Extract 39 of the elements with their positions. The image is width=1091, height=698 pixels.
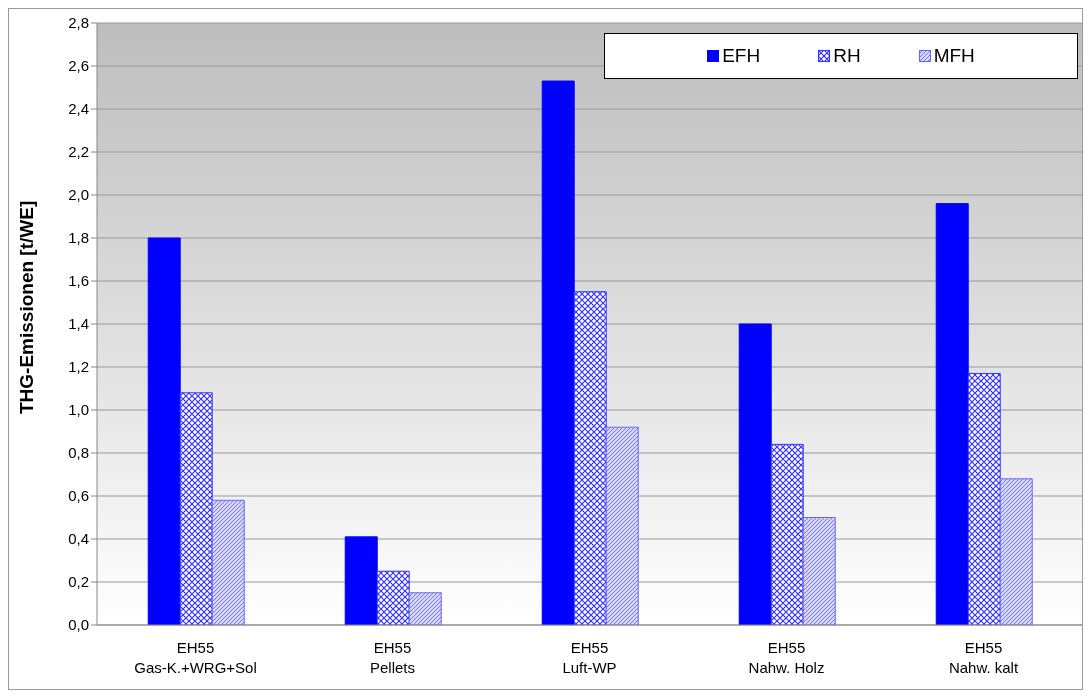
- legend-label: MFH: [932, 45, 975, 67]
- bar: [376, 570, 410, 625]
- bar: [999, 478, 1033, 625]
- bar: [738, 323, 772, 625]
- legend-label: RH: [832, 45, 861, 67]
- bar: [541, 80, 575, 625]
- bar: [605, 426, 639, 625]
- x-tick-label: EH55 Luft-WP: [562, 639, 617, 676]
- bar: [344, 536, 378, 625]
- x-tick-label: EH55 Nahw. kalt: [948, 639, 1019, 676]
- y-tick-label: 2,2: [68, 143, 89, 161]
- x-tick-label: EH55 Pellets: [369, 639, 416, 676]
- x-tick-label: EH55 Nahw. Holz: [748, 639, 825, 676]
- bar: [408, 592, 442, 625]
- bar: [573, 291, 607, 625]
- y-tick-label: 1,0: [68, 401, 89, 419]
- legend-label: EFH: [721, 45, 761, 67]
- y-axis-title: THG-Emissionen [t/WE]: [15, 200, 37, 414]
- y-tick-label: 0,6: [68, 487, 89, 505]
- bar: [770, 443, 804, 625]
- y-tick-label: 0,2: [68, 573, 89, 591]
- y-tick-label: 1,4: [68, 315, 89, 333]
- y-tick-label: 2,4: [68, 100, 89, 118]
- bar: [935, 203, 969, 625]
- bar: [179, 392, 213, 625]
- bar: [211, 499, 245, 625]
- y-tick-label: 1,8: [68, 229, 89, 247]
- bar: [967, 372, 1001, 625]
- y-tick-label: 0,8: [68, 444, 89, 462]
- y-tick-label: 2,8: [68, 14, 89, 32]
- y-tick-label: 2,0: [68, 186, 89, 204]
- y-tick-label: 2,6: [68, 57, 89, 75]
- y-tick-label: 0,0: [68, 616, 89, 634]
- y-tick-label: 1,2: [68, 358, 89, 376]
- y-tick-label: 1,6: [68, 272, 89, 290]
- x-tick-label: EH55 Gas-K.+WRG+Sol: [134, 639, 257, 676]
- bar: [802, 517, 836, 625]
- bar: [147, 237, 181, 625]
- y-tick-label: 0,4: [68, 530, 89, 548]
